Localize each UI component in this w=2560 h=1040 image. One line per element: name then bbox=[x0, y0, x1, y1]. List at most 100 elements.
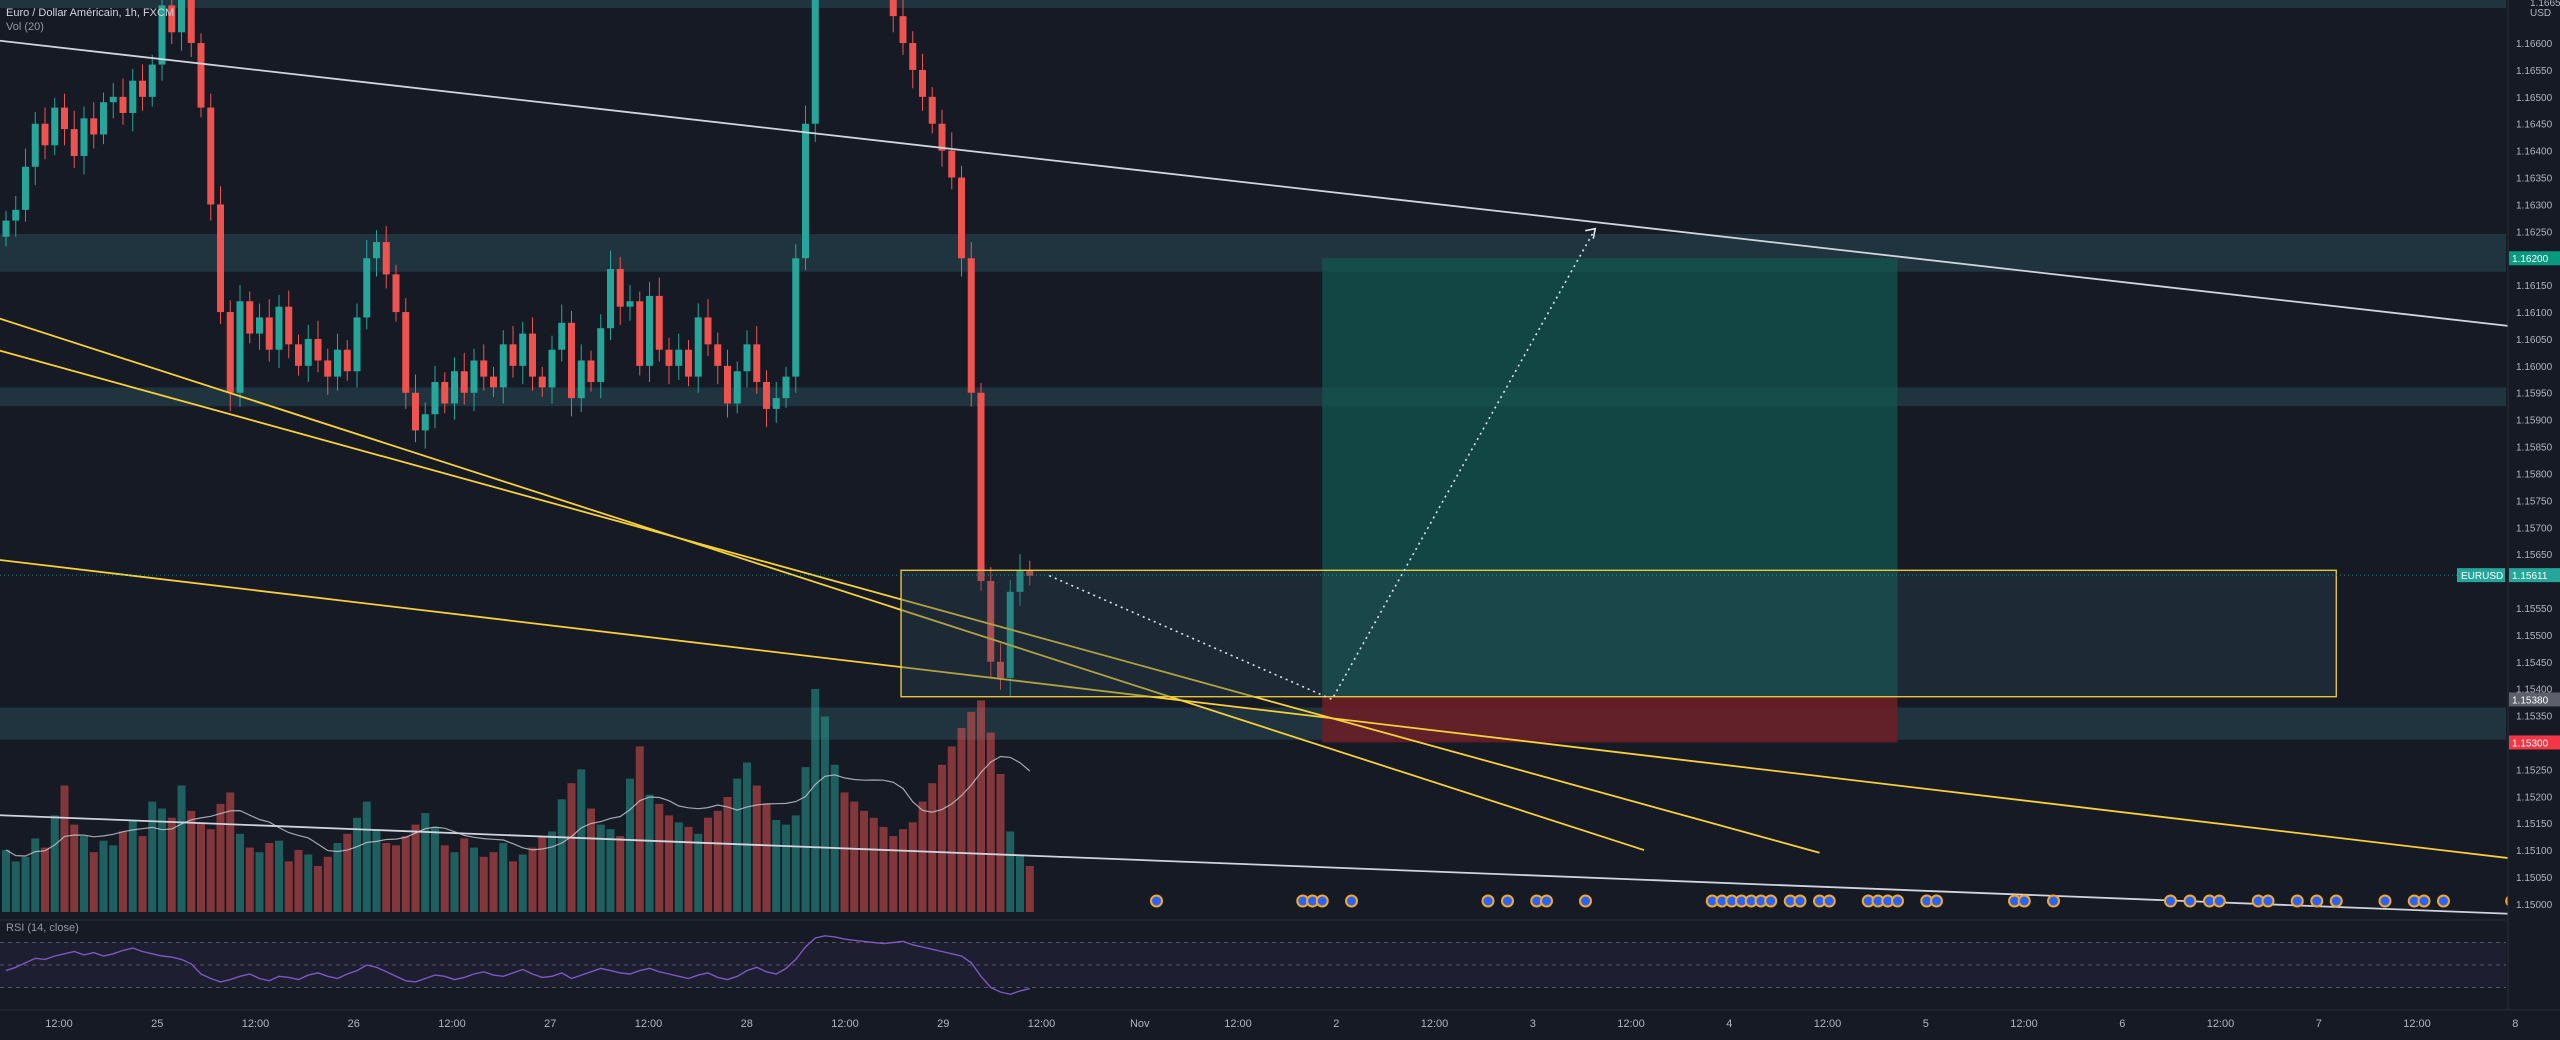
candle-body[interactable] bbox=[655, 295, 663, 350]
candle-body[interactable] bbox=[977, 392, 985, 582]
candle-body[interactable] bbox=[236, 301, 244, 393]
candle-body[interactable] bbox=[41, 123, 49, 146]
candle-body[interactable] bbox=[704, 317, 712, 345]
candle-body[interactable] bbox=[421, 414, 429, 431]
candle-body[interactable] bbox=[694, 317, 702, 377]
candle-body[interactable] bbox=[441, 381, 449, 404]
candle-body[interactable] bbox=[607, 269, 614, 329]
candle-body[interactable] bbox=[139, 80, 146, 97]
candle-body[interactable] bbox=[558, 322, 566, 350]
candle-body[interactable] bbox=[665, 349, 673, 366]
candle-body[interactable] bbox=[22, 166, 29, 210]
candle-body[interactable] bbox=[919, 69, 926, 97]
candle-body[interactable] bbox=[928, 96, 936, 124]
candle-body[interactable] bbox=[148, 64, 156, 97]
candle-body[interactable] bbox=[353, 317, 361, 372]
candle-body[interactable] bbox=[402, 312, 410, 393]
candle-body[interactable] bbox=[782, 376, 790, 399]
candle-body[interactable] bbox=[334, 349, 341, 377]
trendline-yellow[interactable] bbox=[0, 317, 1645, 851]
candle-body[interactable] bbox=[753, 344, 761, 382]
candle-body[interactable] bbox=[548, 349, 556, 388]
candle-body[interactable] bbox=[2, 220, 10, 237]
candle-body[interactable] bbox=[295, 344, 302, 366]
candle-body[interactable] bbox=[938, 123, 946, 151]
candle-body[interactable] bbox=[431, 381, 439, 415]
candle-body[interactable] bbox=[685, 349, 692, 377]
candle-body[interactable] bbox=[61, 107, 68, 130]
candle-body[interactable] bbox=[470, 360, 478, 393]
candle-body[interactable] bbox=[490, 376, 497, 388]
candle-body[interactable] bbox=[646, 295, 653, 366]
projection-path[interactable] bbox=[1048, 228, 1596, 701]
candle-body[interactable] bbox=[275, 306, 283, 350]
candle-body[interactable] bbox=[226, 312, 234, 393]
candle-body[interactable] bbox=[343, 349, 351, 372]
position-profit-zone[interactable] bbox=[1322, 258, 1898, 697]
candle-body[interactable] bbox=[178, 0, 185, 33]
candle-body[interactable] bbox=[958, 177, 965, 259]
candle-body[interactable] bbox=[889, 0, 897, 17]
candle-body[interactable] bbox=[626, 301, 634, 307]
candle-body[interactable] bbox=[70, 129, 78, 157]
candle-body[interactable] bbox=[636, 301, 644, 366]
candle-body[interactable] bbox=[967, 258, 975, 393]
candle-body[interactable] bbox=[12, 209, 20, 221]
candle-body[interactable] bbox=[285, 306, 293, 345]
candle-body[interactable] bbox=[616, 269, 624, 307]
candle-body[interactable] bbox=[363, 258, 371, 318]
candle-body[interactable] bbox=[80, 118, 88, 157]
candle-body[interactable] bbox=[168, 5, 176, 33]
candle-body[interactable] bbox=[987, 581, 995, 662]
trendline-white[interactable] bbox=[0, 39, 2560, 336]
candle-body[interactable] bbox=[324, 360, 332, 377]
candle-body[interactable] bbox=[811, 0, 819, 124]
candle-body[interactable] bbox=[90, 118, 98, 135]
candle-body[interactable] bbox=[1016, 570, 1024, 592]
candle-body[interactable] bbox=[538, 376, 546, 388]
candle-body[interactable] bbox=[577, 360, 585, 399]
candle-body[interactable] bbox=[51, 107, 59, 146]
candle-body[interactable] bbox=[597, 328, 605, 382]
candle-body[interactable] bbox=[119, 96, 127, 113]
candle-body[interactable] bbox=[197, 43, 205, 108]
position-loss-zone[interactable] bbox=[1322, 696, 1898, 743]
candle-body[interactable] bbox=[412, 392, 419, 431]
candle-body[interactable] bbox=[256, 317, 263, 334]
candle-body[interactable] bbox=[772, 398, 780, 409]
candle-body[interactable] bbox=[217, 204, 224, 313]
consolidation-box[interactable] bbox=[900, 569, 2337, 698]
trendline-yellow[interactable] bbox=[0, 559, 2560, 869]
candle-body[interactable] bbox=[509, 344, 517, 366]
candle-body[interactable] bbox=[519, 333, 527, 366]
candle-body[interactable] bbox=[158, 5, 166, 65]
candle-body[interactable] bbox=[724, 365, 731, 404]
candle-body[interactable] bbox=[899, 16, 907, 44]
candle-body[interactable] bbox=[948, 150, 956, 178]
candle-body[interactable] bbox=[392, 274, 400, 313]
candle-body[interactable] bbox=[1026, 570, 1034, 576]
candle-body[interactable] bbox=[997, 661, 1004, 678]
candle-body[interactable] bbox=[109, 96, 117, 103]
candle-body[interactable] bbox=[100, 102, 107, 135]
candle-body[interactable] bbox=[246, 301, 254, 334]
candle-body[interactable] bbox=[187, 0, 195, 44]
candle-body[interactable] bbox=[792, 258, 800, 377]
candle-body[interactable] bbox=[207, 107, 215, 205]
candle-body[interactable] bbox=[480, 360, 488, 377]
candle-body[interactable] bbox=[373, 242, 380, 259]
candle-body[interactable] bbox=[675, 349, 683, 366]
candle-body[interactable] bbox=[499, 344, 507, 388]
candle-body[interactable] bbox=[568, 322, 575, 399]
candle-body[interactable] bbox=[802, 123, 809, 259]
candle-body[interactable] bbox=[763, 381, 770, 409]
candle-body[interactable] bbox=[587, 360, 595, 382]
trendline-yellow[interactable] bbox=[0, 349, 1820, 854]
candle-body[interactable] bbox=[460, 371, 468, 393]
candle-body[interactable] bbox=[129, 80, 137, 113]
candle-body[interactable] bbox=[304, 338, 312, 366]
candle-body[interactable] bbox=[451, 371, 458, 404]
candle-body[interactable] bbox=[743, 344, 751, 372]
candle-body[interactable] bbox=[265, 317, 273, 350]
candle-body[interactable] bbox=[909, 43, 917, 70]
